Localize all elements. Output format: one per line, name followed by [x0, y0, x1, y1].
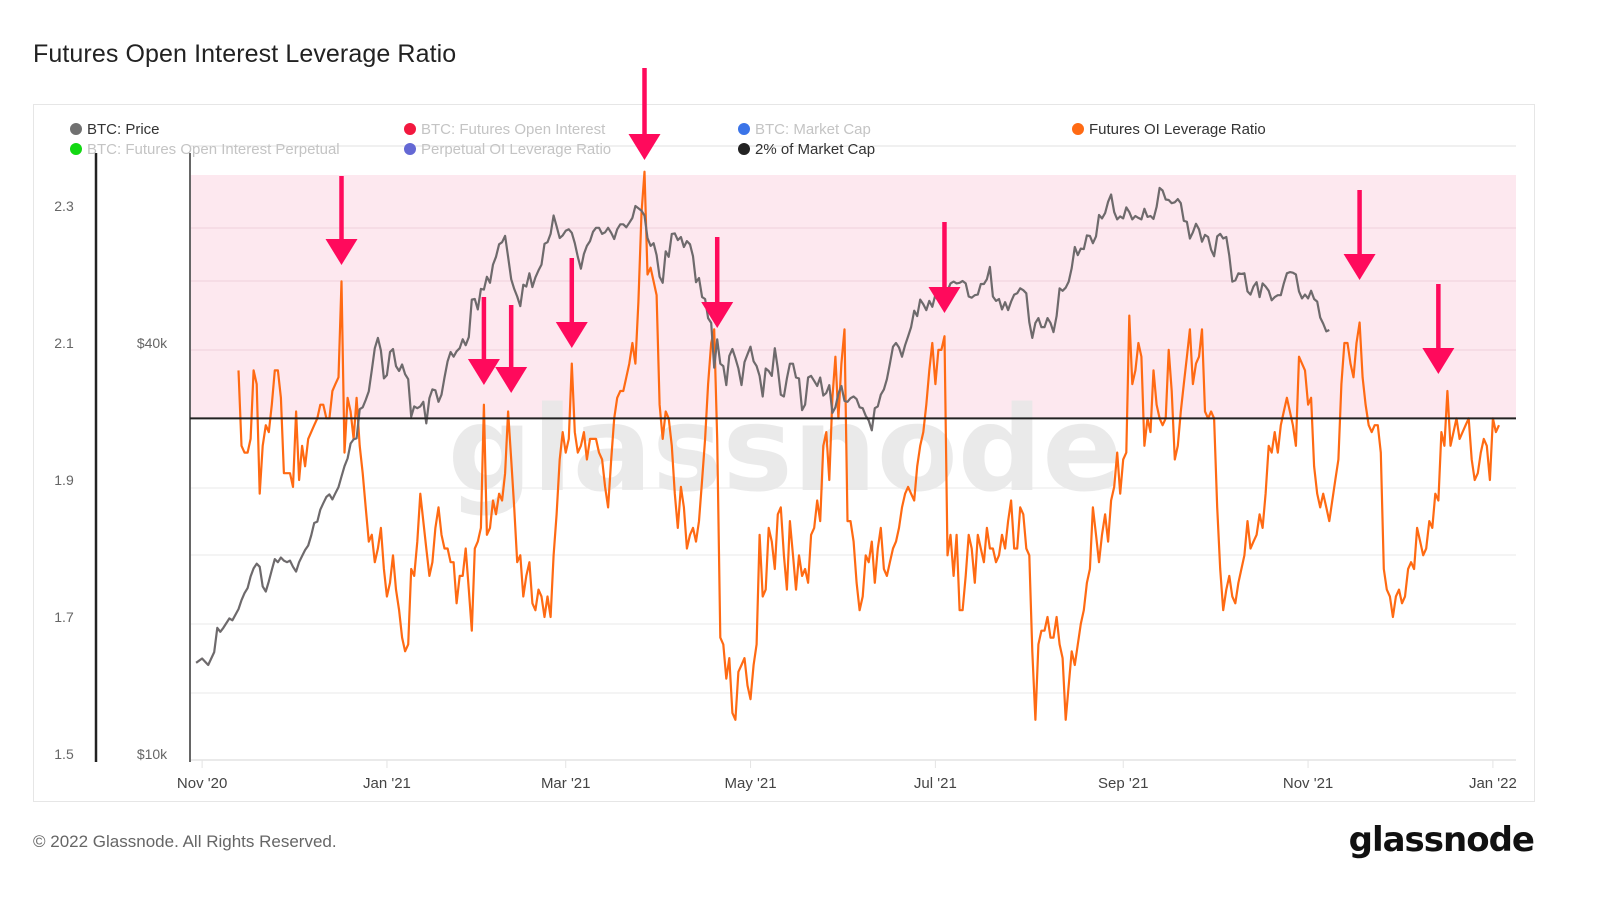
x-tick-label: Jul '21 — [914, 775, 957, 792]
legend-dot-icon — [738, 143, 750, 155]
leverage-zone-shade — [190, 175, 1516, 419]
legend-item-label[interactable]: 2% of Market Cap — [755, 141, 875, 158]
y-left-tick-label: 1.7 — [54, 609, 74, 625]
chart-title: Futures Open Interest Leverage Ratio — [33, 40, 457, 68]
x-tick-label: Sep '21 — [1098, 775, 1148, 792]
arrow-head — [628, 134, 661, 160]
annotation-arrow-icon — [1343, 190, 1376, 280]
annotation-arrow-icon — [928, 222, 961, 313]
legend-dot-icon — [404, 143, 416, 155]
arrow-head — [495, 367, 528, 393]
legend-dot-icon — [70, 123, 82, 135]
annotation-arrow-icon — [467, 297, 500, 385]
btc-price-line — [195, 186, 1330, 667]
watermark-text: glassnode — [448, 380, 1123, 518]
y-left-tick-label: 1.5 — [54, 746, 74, 762]
legend-dot-icon — [70, 143, 82, 155]
annotation-arrow-icon — [1422, 284, 1455, 374]
arrow-head — [467, 359, 500, 385]
arrow-head — [1343, 254, 1376, 280]
futures-oi-leverage-ratio-line — [237, 170, 1501, 721]
legend-dot-icon — [738, 123, 750, 135]
arrow-head — [1422, 348, 1455, 374]
x-tick-label: Mar '21 — [541, 775, 591, 792]
legend-item-label[interactable]: Perpetual OI Leverage Ratio — [421, 141, 611, 158]
annotation-arrow-icon — [628, 68, 661, 160]
legend-item-label[interactable]: Futures OI Leverage Ratio — [1089, 121, 1266, 138]
annotation-arrow-icon — [701, 237, 734, 328]
y-price-tick-label: $10k — [137, 746, 168, 762]
x-tick-label: May '21 — [725, 775, 777, 792]
legend-item-label[interactable]: BTC: Price — [87, 121, 160, 138]
y-price-tick-label: $40k — [137, 335, 168, 351]
y-left-tick-label: 2.3 — [54, 198, 74, 214]
legend-dot-icon — [404, 123, 416, 135]
arrow-head — [325, 239, 358, 265]
annotation-arrow-icon — [555, 258, 588, 348]
legend-item-label[interactable]: BTC: Futures Open Interest — [421, 121, 606, 138]
legend-item-label[interactable]: BTC: Market Cap — [755, 121, 871, 138]
arrow-head — [928, 287, 961, 313]
y-left-tick-label: 1.9 — [54, 472, 74, 488]
y-left-tick-label: 2.1 — [54, 335, 74, 351]
arrow-head — [555, 322, 588, 348]
glassnode-logo[interactable]: glassnode — [1348, 820, 1535, 860]
annotation-arrow-icon — [495, 305, 528, 393]
annotation-arrow-icon — [325, 176, 358, 265]
copyright-text: © 2022 Glassnode. All Rights Reserved. — [33, 832, 337, 851]
arrow-head — [701, 302, 734, 328]
x-tick-label: Jan '21 — [363, 775, 411, 792]
x-tick-label: Jan '22 — [1469, 775, 1517, 792]
x-tick-label: Nov '21 — [1283, 775, 1333, 792]
legend-dot-icon — [1072, 123, 1084, 135]
x-tick-label: Nov '20 — [177, 775, 227, 792]
legend-item-label[interactable]: BTC: Futures Open Interest Perpetual — [87, 141, 340, 158]
